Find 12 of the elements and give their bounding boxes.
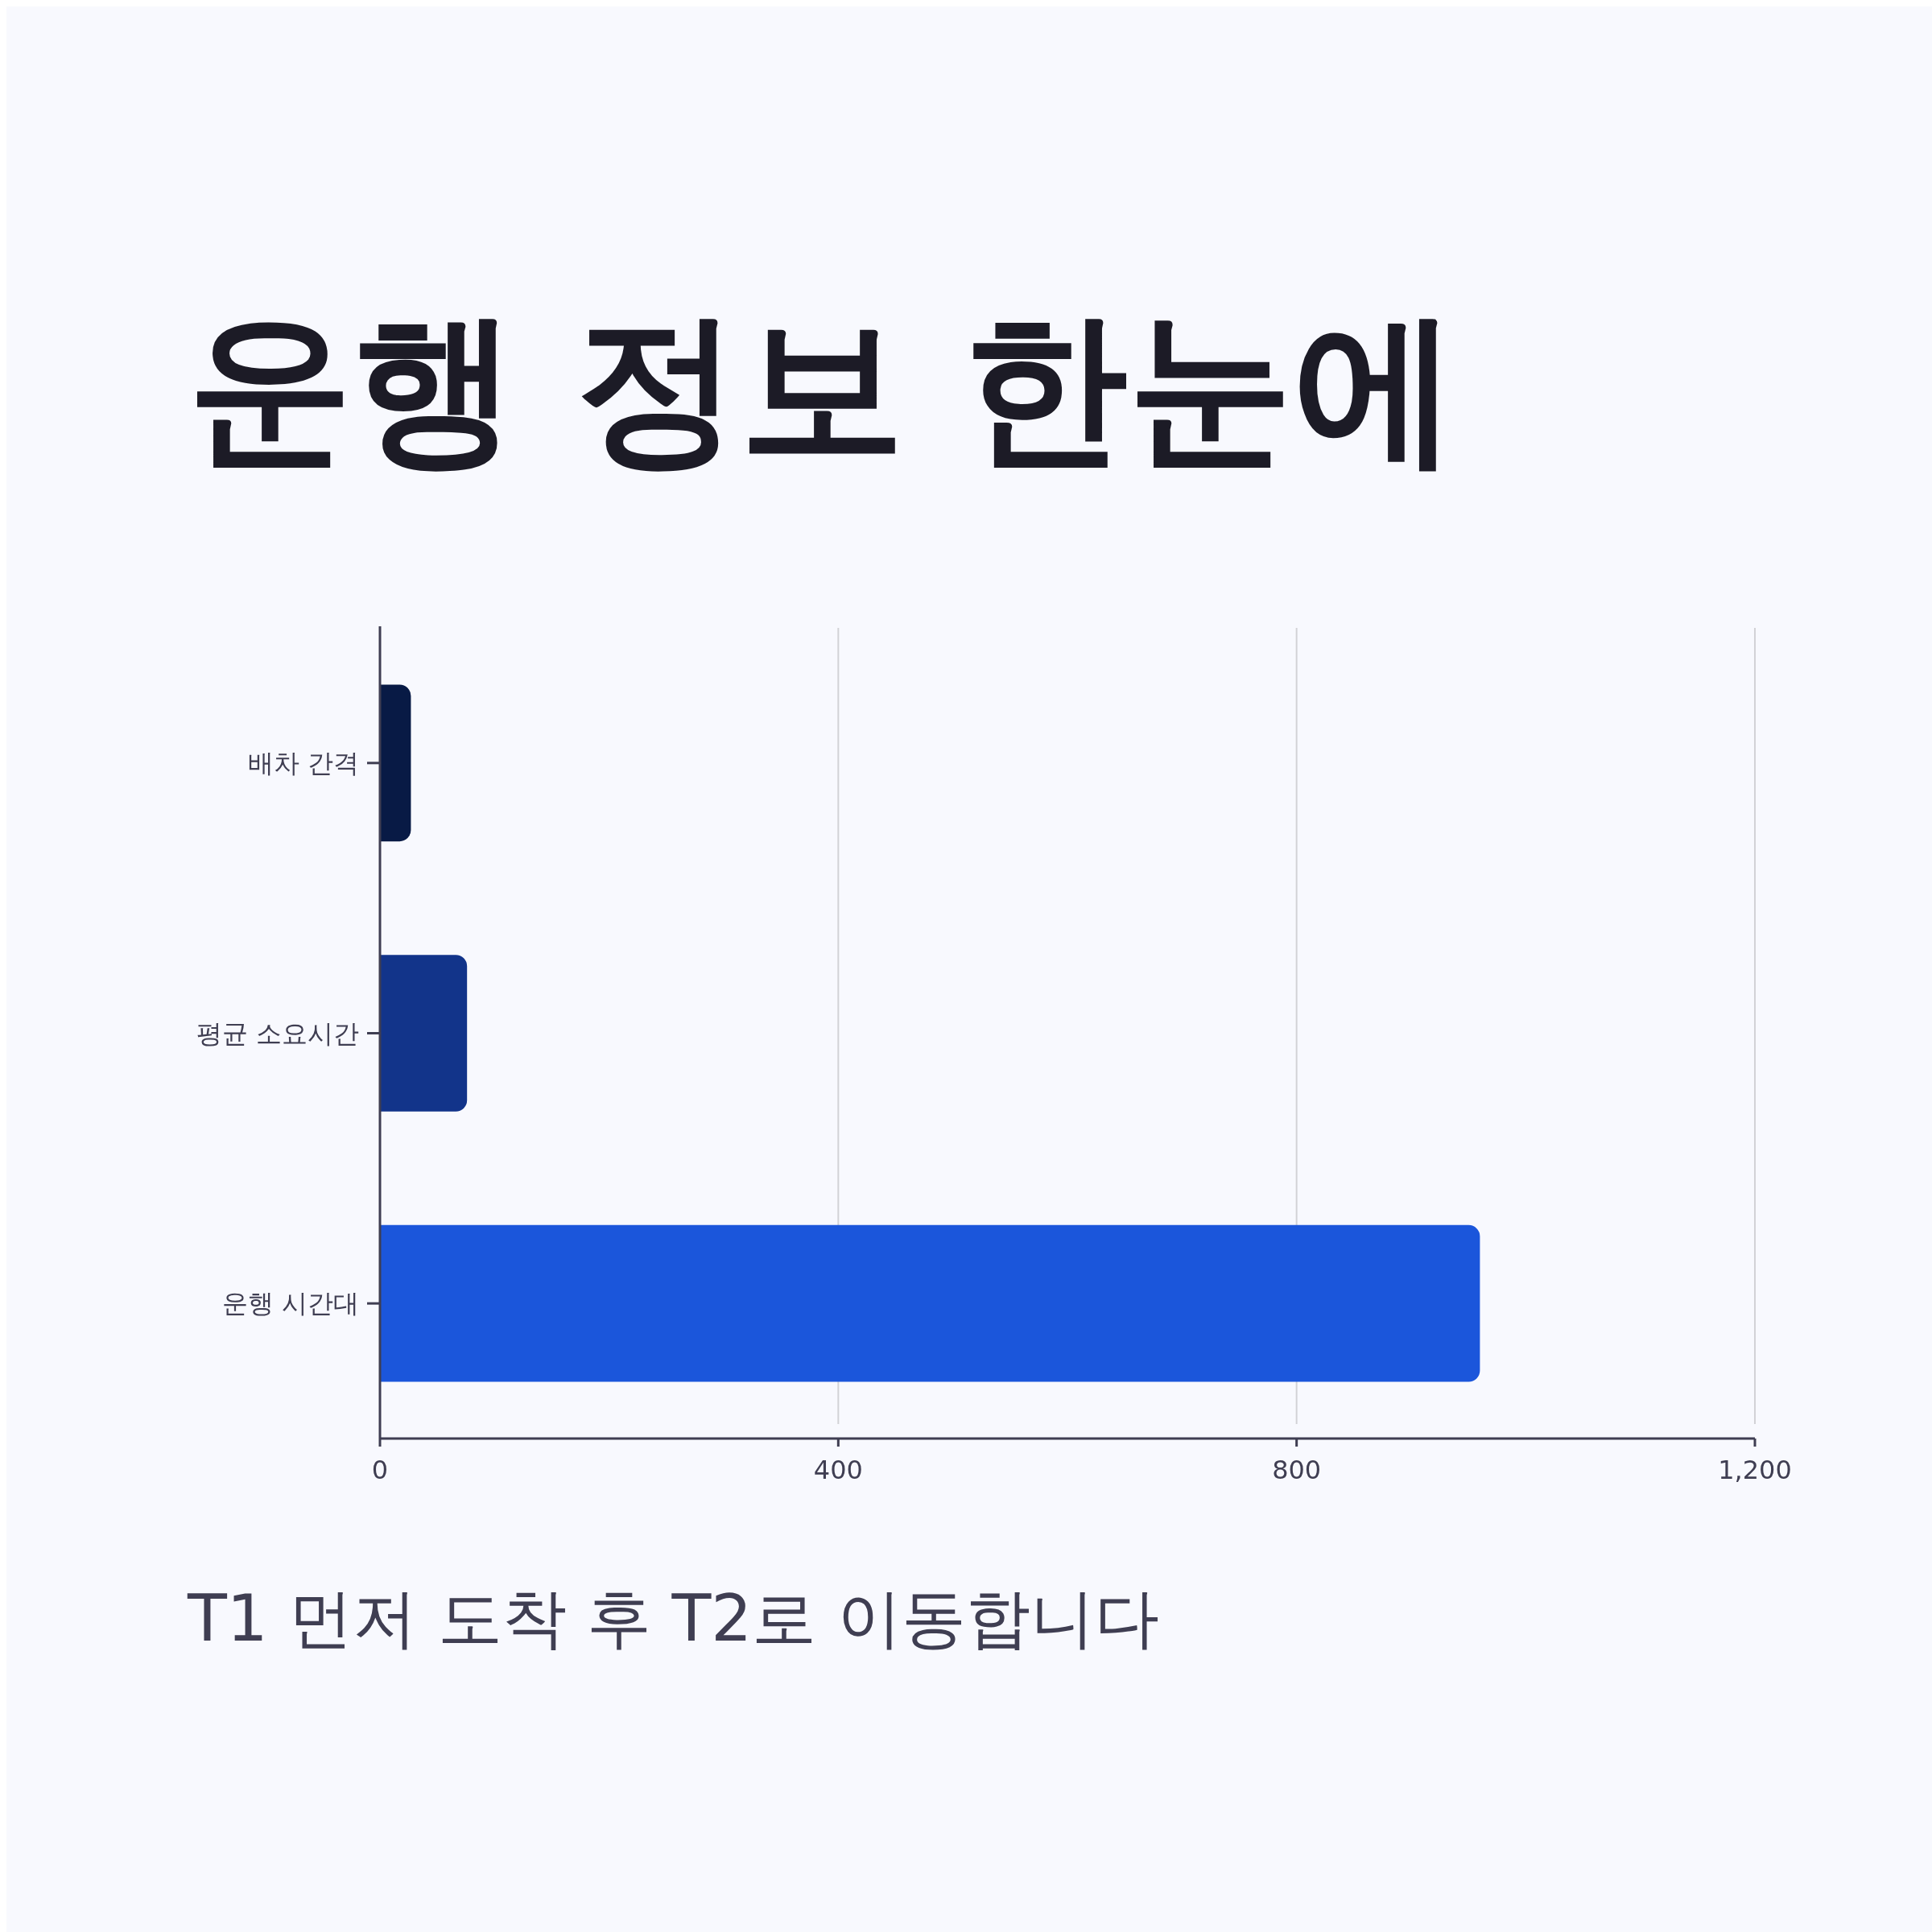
x-tick-label: 800 (1272, 1455, 1322, 1485)
bar (380, 684, 411, 842)
bar (380, 955, 468, 1112)
y-tick-label: 운행 시간대 (221, 1288, 359, 1319)
chart-title: 운행 정보 한눈에 (188, 292, 1458, 484)
x-tick-label: 400 (813, 1455, 863, 1485)
y-tick-label: 배차 간격 (247, 748, 359, 779)
bar (380, 1224, 1480, 1382)
text: T1 먼저 도착 후 T2로 이동합니다 (187, 1581, 1159, 1656)
x-tick-label: 1,200 (1718, 1455, 1792, 1485)
y-tick-label: 평균 소요시간 (196, 1018, 359, 1049)
x-tick-label: 0 (371, 1455, 389, 1485)
